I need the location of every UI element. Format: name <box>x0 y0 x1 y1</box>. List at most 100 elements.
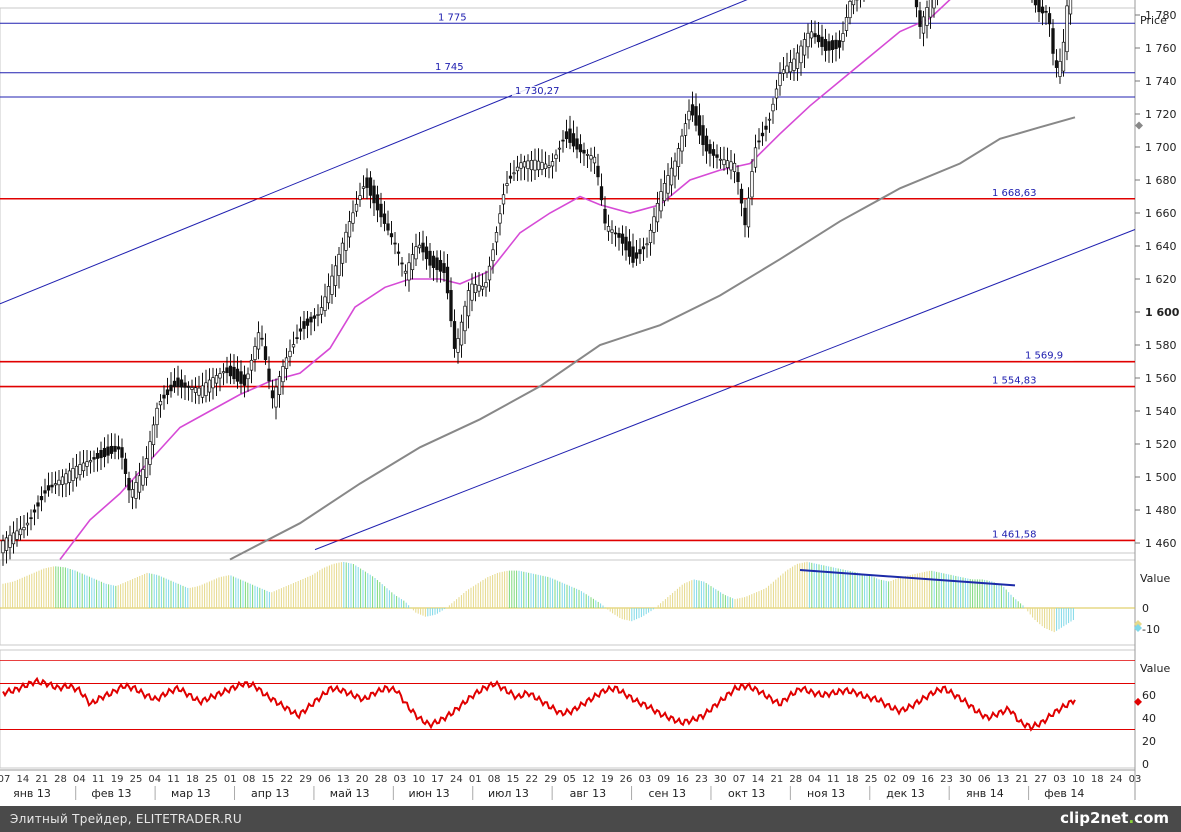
candle-body <box>330 275 334 295</box>
candle-body <box>921 16 926 34</box>
candle-body <box>95 452 100 459</box>
candle-body <box>554 154 558 159</box>
x-day-tick: 29 <box>544 774 557 785</box>
candle-body <box>337 253 341 276</box>
x-day-tick: 23 <box>695 774 708 785</box>
candle-body <box>148 441 152 465</box>
candle-body <box>505 183 509 186</box>
x-month-label: сен 13 <box>649 787 687 800</box>
candle-body <box>120 447 124 458</box>
x-day-tick: 28 <box>375 774 388 785</box>
rsi-tick-label: 60 <box>1142 689 1156 702</box>
candle-body <box>123 458 128 474</box>
candle-body <box>841 33 845 42</box>
clip2net-logo[interactable]: clip2net.com <box>1060 809 1169 827</box>
candle-body <box>85 461 89 467</box>
candle-body <box>253 346 257 360</box>
candle-body <box>743 207 747 226</box>
x-month-label: ноя 13 <box>807 787 845 800</box>
candle-body <box>326 286 331 304</box>
level-label-bg <box>989 187 1047 198</box>
candle-body <box>771 103 775 112</box>
osc-marker-cyan <box>1134 624 1142 632</box>
candle-body <box>186 385 191 388</box>
candle-body <box>1058 60 1062 77</box>
candle-body <box>270 390 275 399</box>
x-day-tick: 16 <box>921 774 934 785</box>
candle-body <box>445 266 450 294</box>
candle-body <box>396 251 401 254</box>
candle-body <box>403 270 408 274</box>
price-tick-label: 1 780 <box>1145 9 1177 22</box>
x-day-tick: 28 <box>54 774 67 785</box>
candle-body <box>263 346 268 361</box>
x-day-tick: 18 <box>186 774 199 785</box>
price-tick-label: 1 620 <box>1145 273 1177 286</box>
candle-body <box>718 158 723 161</box>
price-tick-label: 1 760 <box>1145 42 1177 55</box>
x-day-tick: 09 <box>902 774 915 785</box>
osc-axis-title: Value <box>1140 572 1170 585</box>
candle-body <box>407 262 411 281</box>
candle-body <box>50 484 54 488</box>
x-day-tick: 15 <box>262 774 275 785</box>
candle-body <box>228 365 233 377</box>
candle-body <box>512 172 516 175</box>
candle-body <box>151 424 156 446</box>
candle-body <box>249 359 254 371</box>
candle-body <box>242 374 247 386</box>
candle-body <box>582 149 586 154</box>
price-tick-label: 1 560 <box>1145 372 1177 385</box>
candle-body <box>137 475 142 493</box>
candle-body <box>533 159 537 171</box>
price-tick-label: 1 540 <box>1145 405 1177 418</box>
x-day-tick: 15 <box>507 774 520 785</box>
x-day-tick: 21 <box>770 774 783 785</box>
ma-slow-line <box>229 116 1076 561</box>
divergence-line <box>799 569 1016 587</box>
candle-body <box>295 337 299 339</box>
candle-body <box>578 144 583 153</box>
candle-body <box>487 265 492 281</box>
x-day-tick: 01 <box>469 774 482 785</box>
candle-body <box>792 58 796 71</box>
candle-body <box>1047 13 1052 25</box>
candle-body <box>361 186 366 189</box>
candle-body <box>694 106 698 126</box>
x-day-tick: 22 <box>280 774 293 785</box>
candle-body <box>414 246 418 260</box>
candle-body <box>200 385 205 398</box>
candle-body <box>365 177 369 188</box>
candle-body <box>190 387 194 390</box>
candle-body <box>627 241 632 257</box>
channel-lower-line <box>314 229 1136 551</box>
candle-body <box>1065 5 1069 53</box>
candle-body <box>687 110 691 121</box>
x-month-label: дек 13 <box>886 787 925 800</box>
x-day-tick: 03 <box>639 774 652 785</box>
x-day-tick: 14 <box>16 774 29 785</box>
candle-body <box>1068 0 1073 15</box>
x-day-tick: 29 <box>299 774 312 785</box>
x-month-label: янв 13 <box>13 787 51 800</box>
candle-body <box>354 203 359 212</box>
candle-body <box>1051 28 1055 54</box>
candle-body <box>60 476 65 485</box>
candle-body <box>473 284 478 294</box>
x-day-tick: 20 <box>356 774 369 785</box>
candle-body <box>918 10 922 27</box>
x-day-tick: 12 <box>582 774 595 785</box>
x-day-tick: 06 <box>978 774 991 785</box>
candle-body <box>522 161 527 168</box>
candle-body <box>106 446 110 456</box>
level-label: 1 569,9 <box>1025 351 1063 362</box>
candle-body <box>452 321 457 349</box>
candle-body <box>498 213 502 224</box>
x-day-tick: 10 <box>1072 774 1085 785</box>
price-tick-label: 1 680 <box>1145 174 1177 187</box>
candle-body <box>575 138 579 150</box>
candle-body <box>193 387 198 393</box>
candle-body <box>235 368 240 382</box>
x-day-tick: 17 <box>431 774 444 785</box>
candle-body <box>501 194 506 205</box>
